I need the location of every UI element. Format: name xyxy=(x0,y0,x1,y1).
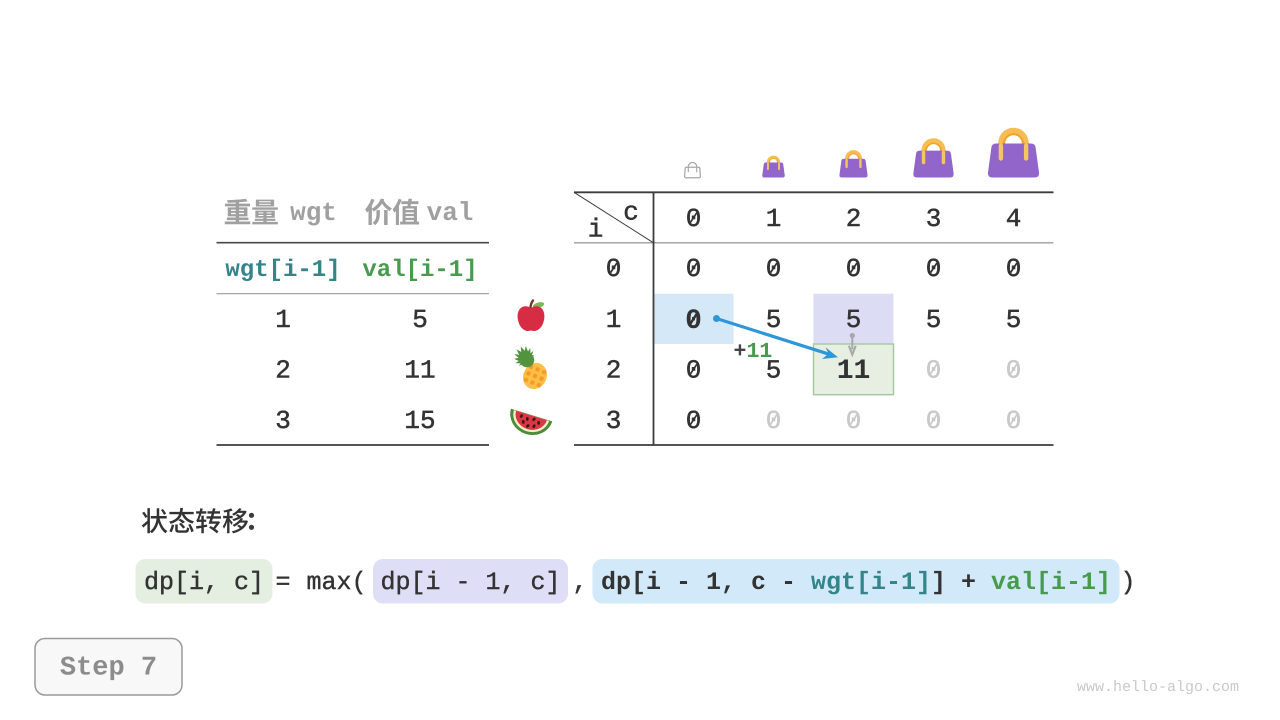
svg-text:www.hello-algo.com: www.hello-algo.com xyxy=(1077,679,1239,696)
svg-text:5: 5 xyxy=(766,305,782,335)
svg-text:3: 3 xyxy=(606,406,622,436)
svg-text:c: c xyxy=(623,198,639,228)
svg-text:1: 1 xyxy=(606,305,622,335)
svg-text:] +: ] + xyxy=(931,568,976,597)
svg-text:3: 3 xyxy=(926,204,942,234)
svg-text:3: 3 xyxy=(275,406,291,436)
svg-text:wgt[i-1]: wgt[i-1] xyxy=(225,257,340,284)
svg-text:5: 5 xyxy=(412,305,428,335)
svg-text:1: 1 xyxy=(766,204,782,234)
svg-text:val: val xyxy=(427,198,474,228)
svg-text:11: 11 xyxy=(837,356,871,387)
svg-text:2: 2 xyxy=(606,356,622,386)
svg-text:15: 15 xyxy=(404,406,435,436)
svg-text:5: 5 xyxy=(766,356,782,386)
svg-text:Step 7: Step 7 xyxy=(60,654,157,684)
svg-text:2: 2 xyxy=(846,204,862,234)
svg-text:=: = xyxy=(275,568,290,597)
svg-text:4: 4 xyxy=(1006,204,1022,234)
svg-text:+: + xyxy=(734,340,747,364)
svg-text:5: 5 xyxy=(926,305,942,335)
svg-text:0: 0 xyxy=(685,306,702,337)
svg-text:i: i xyxy=(588,215,604,245)
svg-text:11: 11 xyxy=(404,356,435,386)
svg-text:dp[i, c]: dp[i, c] xyxy=(144,568,264,597)
svg-text:): ) xyxy=(1120,568,1135,597)
svg-text:5: 5 xyxy=(1006,305,1022,335)
svg-text:wgt[i-1]: wgt[i-1] xyxy=(811,568,931,597)
svg-text:dp[i - 1, c -: dp[i - 1, c - xyxy=(601,568,796,597)
svg-text:11: 11 xyxy=(747,340,773,364)
svg-text:max(: max( xyxy=(306,568,366,597)
svg-text:5: 5 xyxy=(846,305,862,335)
svg-text:,: , xyxy=(572,568,587,597)
svg-text:val[i-1]: val[i-1] xyxy=(991,568,1111,597)
svg-text:wgt: wgt xyxy=(290,198,337,228)
svg-text:val[i-1]: val[i-1] xyxy=(362,257,477,284)
svg-text:1: 1 xyxy=(275,305,291,335)
svg-text:dp[i - 1, c]: dp[i - 1, c] xyxy=(380,568,560,597)
svg-text:2: 2 xyxy=(275,356,291,386)
